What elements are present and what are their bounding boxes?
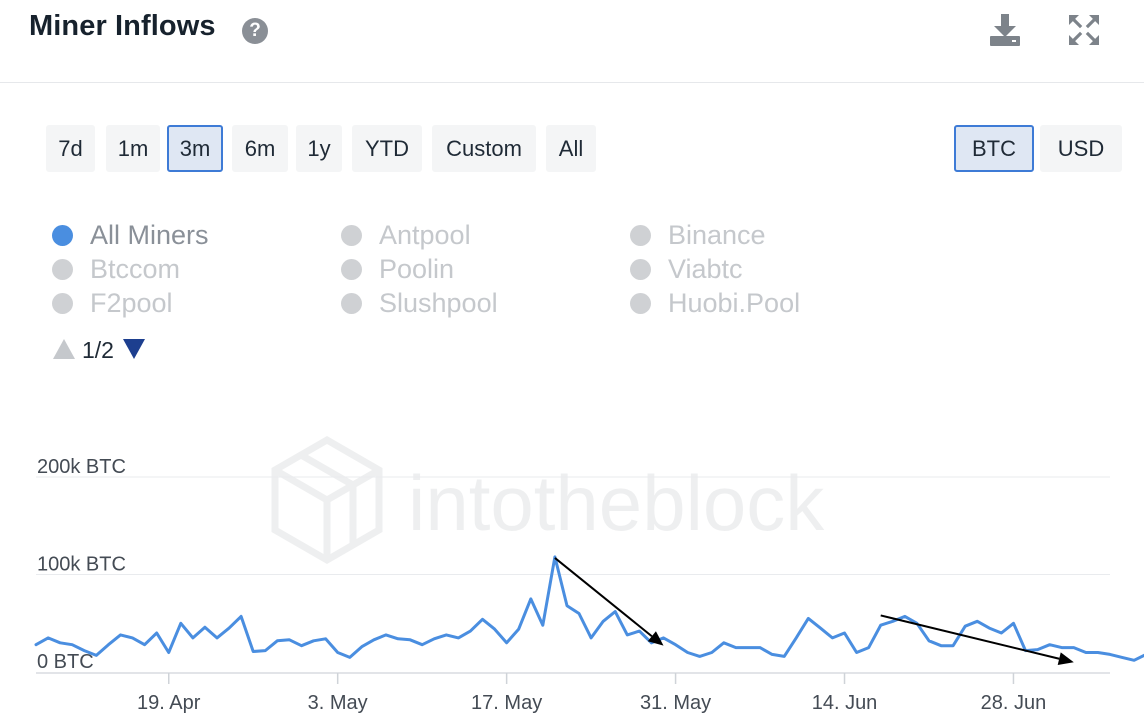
unit-button-btc[interactable]: BTC <box>954 125 1034 172</box>
page-title: Miner Inflows <box>29 10 216 42</box>
annotation-arrow <box>554 557 664 646</box>
legend-dot <box>341 293 362 314</box>
annotation-arrow-head <box>647 631 664 646</box>
download-icon[interactable] <box>987 12 1023 48</box>
watermark-text: intotheblock <box>408 459 825 547</box>
miner-inflows-chart: intotheblock 0 BTC 100k BTC 200k BTC 19. A… <box>34 435 1144 714</box>
x-tick-label: 3. May <box>308 692 368 714</box>
range-button-custom[interactable]: Custom <box>432 125 536 172</box>
legend-dot <box>630 259 651 280</box>
legend-label: All Miners <box>90 220 209 250</box>
legend-dot <box>52 259 73 280</box>
watermark: intotheblock <box>271 435 825 565</box>
x-tick-label: 28. Jun <box>981 692 1047 714</box>
legend-label: Viabtc <box>668 254 743 284</box>
legend-dot <box>341 225 362 246</box>
x-tick-label: 19. Apr <box>137 692 201 714</box>
annotation-arrow-shaft <box>880 614 1060 660</box>
annotation-arrow <box>880 614 1074 666</box>
annotation-arrow-head <box>1057 652 1074 666</box>
range-button-6m[interactable]: 6m <box>232 125 288 172</box>
range-button-7d[interactable]: 7d <box>46 125 95 172</box>
legend-label: Slushpool <box>379 288 498 318</box>
legend-label: F2pool <box>90 288 173 318</box>
legend-dot <box>52 225 73 246</box>
range-button-ytd[interactable]: YTD <box>352 125 422 172</box>
legend-dot <box>630 225 651 246</box>
unit-button-usd[interactable]: USD <box>1040 125 1122 172</box>
y-tick-label: 0 BTC <box>37 651 94 673</box>
expand-icon[interactable] <box>1066 12 1102 48</box>
x-tick-label: 31. May <box>640 692 711 714</box>
y-tick-label: 200k BTC <box>37 456 126 478</box>
range-button-3m[interactable]: 3m <box>167 125 223 172</box>
legend-page-up-icon[interactable] <box>52 338 76 360</box>
x-tick-label: 17. May <box>471 692 542 714</box>
legend-label: Binance <box>668 220 766 250</box>
legend-label: Antpool <box>379 220 471 250</box>
legend-dot <box>52 293 73 314</box>
range-button-1m[interactable]: 1m <box>106 125 160 172</box>
chart-header: Miner Inflows ? <box>0 0 1144 83</box>
legend-dot <box>341 259 362 280</box>
legend-label: Poolin <box>379 254 455 284</box>
help-icon[interactable]: ? <box>242 18 268 44</box>
legend-page-down-icon[interactable] <box>122 338 146 360</box>
range-button-all[interactable]: All <box>546 125 596 172</box>
series-line-all-miners[interactable] <box>34 555 1144 662</box>
legend-label: Btccom <box>90 254 181 284</box>
legend-label: Huobi.Pool <box>668 288 801 318</box>
legend-dot <box>630 293 651 314</box>
legend-page-indicator: 1/2 <box>82 337 114 363</box>
annotation-arrow-shaft <box>554 557 653 638</box>
range-button-1y[interactable]: 1y <box>296 125 342 172</box>
y-tick-label: 100k BTC <box>37 554 126 576</box>
x-tick-label: 14. Jun <box>812 692 878 714</box>
